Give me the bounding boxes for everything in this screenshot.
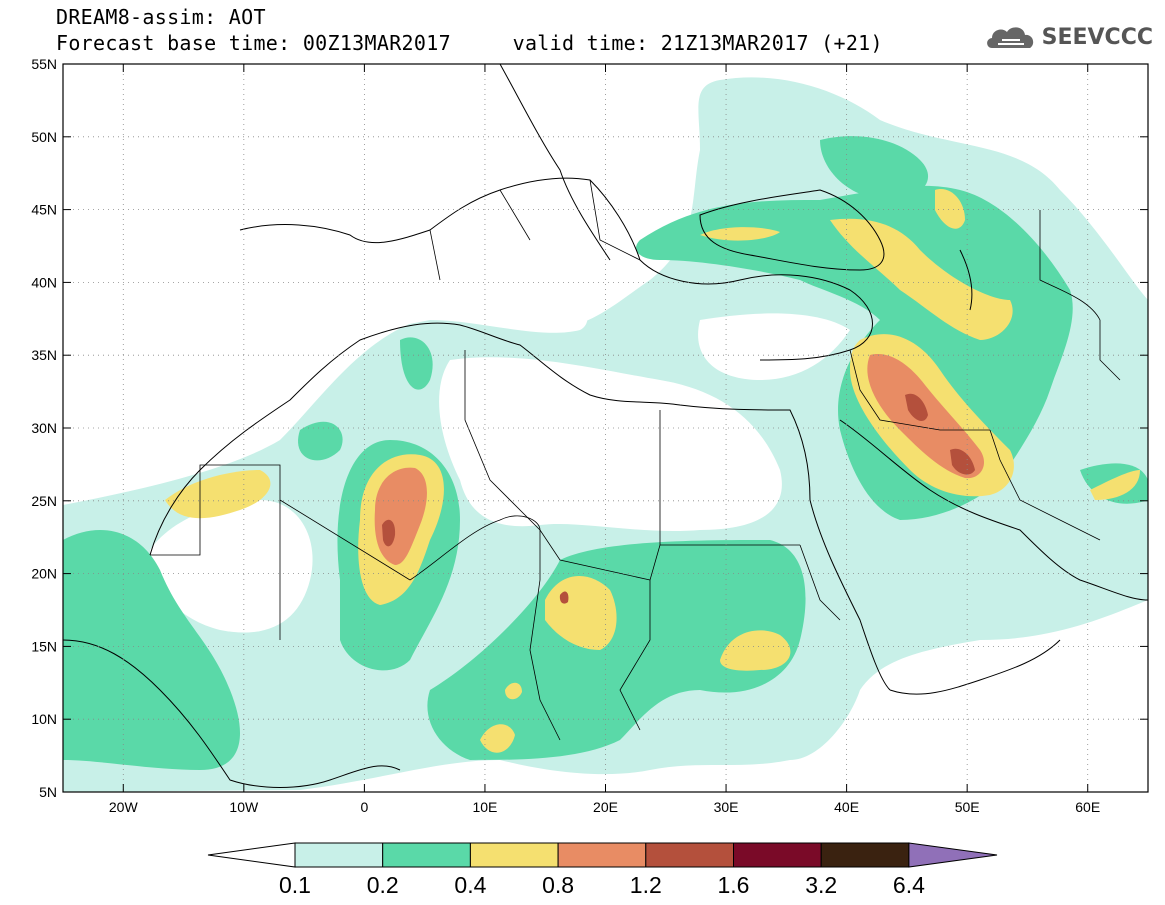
colorbar-under-triangle [207, 842, 296, 868]
country-borders [150, 179, 1121, 741]
colorbar-label: 0.8 [542, 872, 574, 898]
forecast-time-line: Forecast base time: 00Z13MAR2017 valid t… [56, 31, 883, 55]
lat-label: 35N [31, 347, 57, 363]
axis-ticks [63, 63, 1148, 793]
latitude-labels: 5N 10N 15N 20N 25N 30N 35N 40N 45N 50N 55N [31, 56, 57, 800]
lat-label: 45N [31, 202, 57, 218]
lon-label: 20W [109, 799, 139, 815]
colorbar-cell [294, 842, 384, 868]
lon-label: 40E [834, 799, 859, 815]
brand-logo: SEEVCCC [984, 22, 1153, 52]
lon-label: 30E [714, 799, 739, 815]
colorbar-cell [557, 842, 647, 868]
colorbar-cell [469, 842, 559, 868]
lon-label: 10W [229, 799, 259, 815]
colorbar-label: 6.4 [893, 872, 925, 898]
cloud-logo-icon [986, 27, 1033, 48]
colorbar-label: 3.2 [805, 872, 837, 898]
grid-lines [63, 64, 1148, 792]
lat-label: 10N [31, 711, 57, 727]
colorbar-label: 0.1 [279, 872, 311, 898]
lat-label: 5N [39, 784, 57, 800]
lon-label: 60E [1075, 799, 1100, 815]
colorbar-label: 0.2 [367, 872, 399, 898]
colorbar-over-triangle [908, 842, 998, 868]
coastlines [63, 64, 1148, 788]
lat-label: 20N [31, 566, 57, 582]
lon-label: 0 [360, 799, 368, 815]
lat-label: 40N [31, 274, 57, 290]
colorbar-cell [820, 842, 910, 868]
lat-label: 55N [31, 56, 57, 72]
lat-label: 30N [31, 420, 57, 436]
colorbar-label: 0.4 [454, 872, 486, 898]
map-title: DREAM8-assim: AOT [56, 5, 266, 29]
aot-contour-1.2 [382, 393, 975, 604]
lat-label: 15N [31, 638, 57, 654]
colorbar-cell [645, 842, 734, 868]
colorbar-cell [382, 842, 471, 868]
colorbar-label: 1.6 [718, 872, 750, 898]
lon-label: 50E [955, 799, 980, 815]
lat-label: 25N [31, 493, 57, 509]
longitude-labels: 20W 10W 0 10E 20E 30E 40E 50E 60E [109, 799, 1100, 815]
colorbar-label: 1.2 [630, 872, 662, 898]
lon-label: 20E [593, 799, 618, 815]
lat-label: 50N [31, 129, 57, 145]
lon-label: 10E [472, 799, 497, 815]
colorbar-cell [733, 842, 822, 868]
brand-name: SEEVCCC [1041, 24, 1153, 50]
